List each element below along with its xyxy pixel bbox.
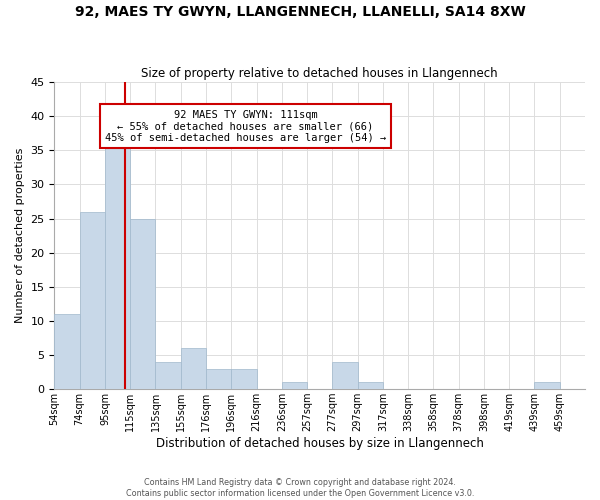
Text: 92, MAES TY GWYN, LLANGENNECH, LLANELLI, SA14 8XW: 92, MAES TY GWYN, LLANGENNECH, LLANELLI,… [74,5,526,19]
X-axis label: Distribution of detached houses by size in Llangennech: Distribution of detached houses by size … [156,437,484,450]
Title: Size of property relative to detached houses in Llangennech: Size of property relative to detached ho… [142,66,498,80]
Bar [535,382,560,389]
Bar [181,348,206,389]
Bar [206,368,231,389]
Bar [358,382,383,389]
Bar [130,218,155,389]
Bar [155,362,181,389]
Text: Contains HM Land Registry data © Crown copyright and database right 2024.
Contai: Contains HM Land Registry data © Crown c… [126,478,474,498]
Bar [282,382,307,389]
Bar [55,314,80,389]
Bar [105,136,130,389]
Bar [231,368,257,389]
Text: 92 MAES TY GWYN: 111sqm
← 55% of detached houses are smaller (66)
45% of semi-de: 92 MAES TY GWYN: 111sqm ← 55% of detache… [105,110,386,143]
Bar [80,212,105,389]
Bar [332,362,358,389]
Y-axis label: Number of detached properties: Number of detached properties [15,148,25,324]
